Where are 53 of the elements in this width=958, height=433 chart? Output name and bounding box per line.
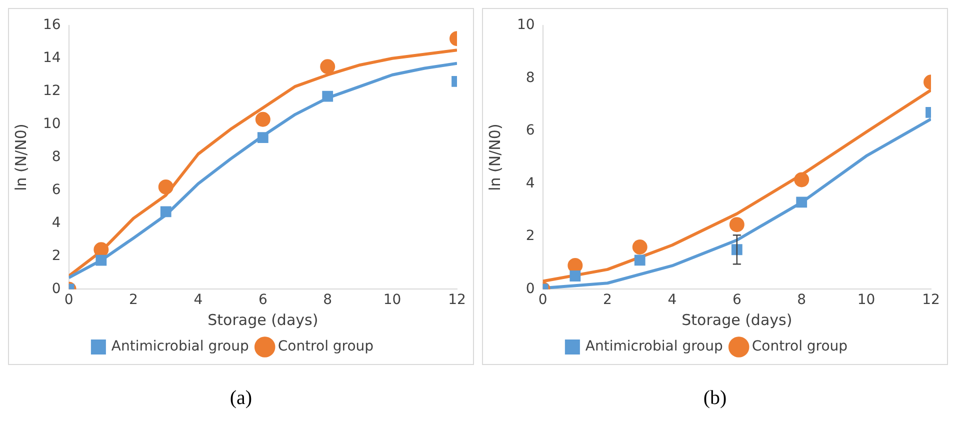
legend-label: Antimicrobial group [111,338,249,355]
point [568,258,583,273]
x-tick-label: 8 [797,292,806,308]
y-tick-label: 16 [42,17,61,34]
x-tick-label: 10 [857,292,876,308]
x-tick-label: 0 [538,292,548,308]
x-tick-label: 8 [323,292,332,308]
y-tick-label: 14 [42,50,61,66]
y-tick-label: 4 [52,214,61,231]
point [160,206,172,218]
y-axis-title: ln (N/N0) [486,124,504,191]
y-tick-label: 2 [52,248,61,264]
y-tick-label: 12 [42,82,61,99]
point [570,270,581,282]
y-tick-label: 10 [42,116,61,132]
y-tick-label: 4 [526,175,535,192]
y-tick-label: 10 [516,17,535,34]
x-tick-label: 2 [129,292,138,308]
x-tick-label: 12 [448,292,466,308]
x-tick-label: 0 [64,292,74,308]
point [634,254,646,266]
point [320,59,336,74]
x-tick-label: 6 [732,292,742,308]
legend-label: Antimicrobial group [585,338,723,355]
point [257,132,268,143]
point [158,179,174,194]
x-tick-label: 4 [668,292,677,308]
x-tick-label: 2 [603,292,612,308]
point [729,217,744,232]
point [796,196,808,208]
point [96,254,107,266]
text: (b) [702,387,728,410]
y-tick-label: 6 [52,182,61,198]
point [255,112,270,127]
legend-label: Control group [278,338,374,355]
x-axis-title: Storage (days) [208,310,318,329]
legend-label: Control group [752,338,848,355]
y-tick-label: 6 [526,122,535,139]
y-tick-label: 8 [526,70,535,86]
x-tick-label: 6 [258,292,268,308]
y-axis-title: ln (N/N0) [12,124,30,191]
text: (a) [228,387,254,410]
x-tick-label: 12 [922,292,940,308]
x-axis-title: Storage (days) [682,310,792,329]
point [632,239,648,254]
x-tick-label: 10 [383,292,402,308]
y-tick-label: 2 [526,228,535,244]
point [794,172,810,188]
y-tick-label: 0 [52,280,61,297]
y-tick-label: 8 [52,148,61,165]
x-tick-label: 4 [194,292,203,308]
point [322,90,334,102]
y-tick-label: 0 [526,280,535,297]
